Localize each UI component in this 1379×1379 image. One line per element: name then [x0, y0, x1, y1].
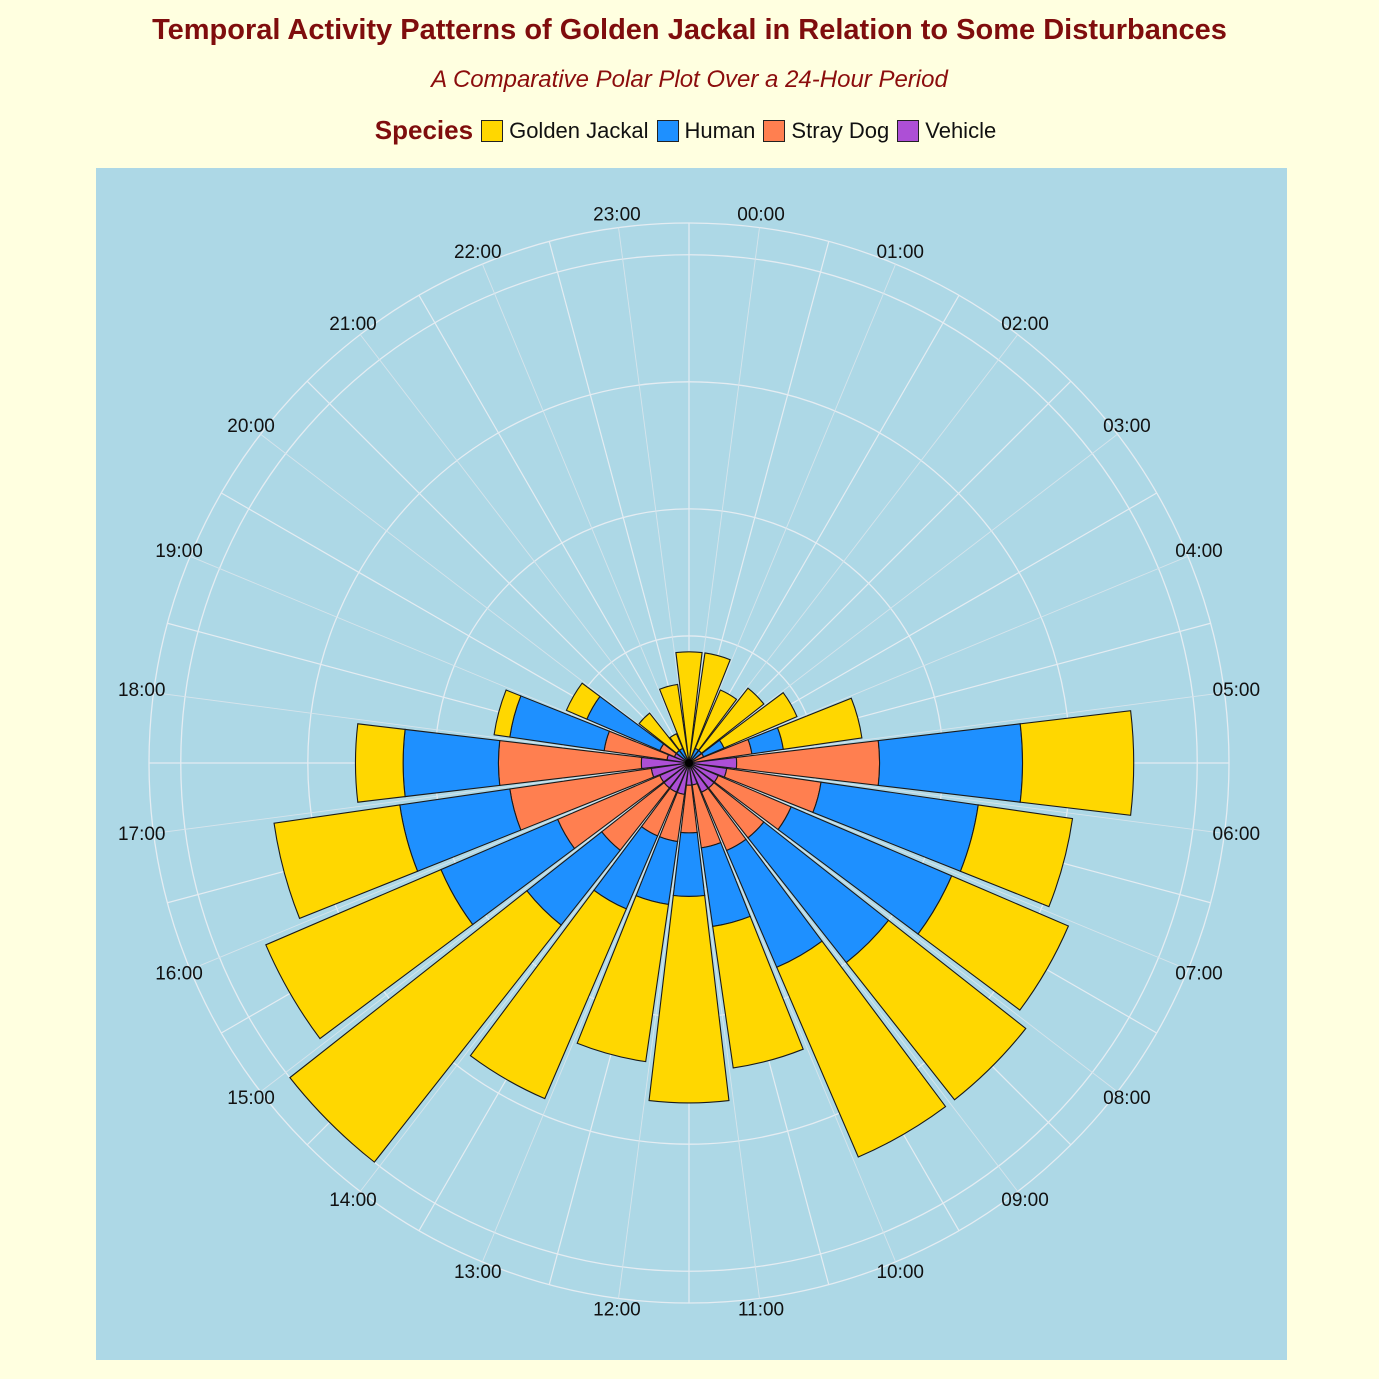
bar-golden-jackal-0900 [845, 919, 1027, 1101]
legend-swatch-stray-dog [763, 119, 786, 142]
legend-item-human: Human [656, 117, 756, 144]
hour-label: 15:00 [227, 1088, 275, 1109]
hour-label: 21:00 [329, 314, 377, 335]
bar-human-1800 [402, 728, 501, 798]
hour-label: 09:00 [1001, 1190, 1049, 1211]
grid-spoke-minor [688, 334, 1019, 764]
hour-label: 18:00 [118, 680, 166, 701]
grid-spoke-minor [481, 762, 690, 1263]
hour-label: 07:00 [1175, 963, 1223, 984]
bar-golden-jackal-1800 [354, 723, 406, 803]
grid-spoke-minor [153, 762, 690, 834]
hour-label: 03:00 [1103, 416, 1151, 437]
grid-spoke-minor [481, 263, 690, 764]
hour-label: 06:00 [1213, 824, 1261, 845]
bar-golden-jackal-0700 [959, 804, 1074, 908]
bar-golden-jackal-2000 [565, 682, 601, 720]
bar-golden-jackal-1400 [469, 889, 628, 1100]
hour-label: 04:00 [1175, 541, 1223, 562]
grid-spoke-minor [688, 263, 897, 764]
legend-label-human: Human [684, 117, 756, 143]
grid-spoke-minor [688, 762, 1118, 1093]
hour-label: 23:00 [593, 205, 641, 226]
legend-label-stray-dog: Stray Dog [791, 117, 890, 143]
bar-golden-jackal-0100 [688, 652, 731, 764]
grid-spoke-minor [688, 762, 1225, 834]
legend-title: Species [374, 115, 474, 145]
grid-spoke-minor [260, 762, 690, 1093]
grid-spoke-minor [153, 692, 690, 764]
bar-golden-jackal-0500 [776, 697, 863, 750]
hour-label: 02:00 [1001, 314, 1049, 335]
legend-swatch-vehicle [897, 119, 920, 142]
bar-golden-jackal-2300 [658, 683, 690, 764]
grid-spoke-minor [688, 227, 760, 764]
chart-subtitle: A Comparative Polar Plot Over a 24-Hour … [431, 66, 948, 93]
legend: Species Golden Jackal Human Stray Dog Ve… [0, 115, 1379, 146]
grid-spoke [306, 380, 690, 764]
legend-swatch-human [656, 119, 679, 142]
grid-spoke [418, 295, 690, 764]
grid-spoke [548, 241, 690, 764]
bars [265, 651, 1135, 1163]
bar-golden-jackal-1500 [289, 890, 562, 1163]
hour-label: 16:00 [155, 963, 203, 984]
bar-golden-jackal-1100 [712, 915, 804, 1069]
bar-golden-jackal-1300 [576, 895, 670, 1063]
hour-label: 20:00 [227, 416, 275, 437]
hour-label: 19:00 [155, 541, 203, 562]
bar-golden-jackal-0600 [1019, 710, 1135, 816]
legend-swatch-golden-jackal [481, 119, 504, 142]
grid-spoke-minor [688, 692, 1225, 764]
hour-label: 22:00 [454, 242, 502, 263]
legend-label-vehicle: Vehicle [925, 117, 997, 143]
hour-label: 14:00 [329, 1190, 377, 1211]
bar-golden-jackal-0800 [917, 875, 1070, 1011]
grid-spoke-minor [260, 433, 690, 764]
hour-label: 17:00 [118, 824, 166, 845]
bar-golden-jackal-0400 [718, 691, 798, 749]
grid-spoke-minor [688, 762, 1019, 1192]
hour-label: 12:00 [593, 1299, 641, 1320]
chart-title: Temporal Activity Patterns of Golden Jac… [152, 14, 1227, 46]
bar-golden-jackal-1900 [493, 689, 522, 738]
grid-spoke-minor [359, 762, 690, 1192]
grid-spoke-minor [688, 762, 1189, 971]
grid-spoke [688, 295, 960, 764]
bar-golden-jackal-1600 [265, 868, 474, 1040]
hour-label: 00:00 [737, 205, 785, 226]
grid-spoke-minor [688, 762, 760, 1299]
grid-spoke-minor [618, 227, 690, 764]
hour-label: 10:00 [876, 1262, 924, 1283]
grid-spoke-minor [359, 334, 690, 764]
legend-item-golden-jackal: Golden Jackal [481, 117, 649, 144]
hour-label: 08:00 [1103, 1088, 1151, 1109]
grid-spoke-minor [189, 762, 690, 971]
hour-label: 05:00 [1213, 680, 1261, 701]
legend-item-stray-dog: Stray Dog [763, 118, 889, 144]
grid-spoke-minor [688, 762, 897, 1263]
bar-golden-jackal-1700 [273, 804, 419, 920]
hour-label: 13:00 [454, 1262, 502, 1283]
grid-spoke-minor [618, 762, 690, 1299]
center-point [685, 759, 693, 767]
bar-golden-jackal-0000 [675, 651, 703, 764]
hour-label: 11:00 [738, 1299, 784, 1320]
grid-spoke-minor [688, 555, 1189, 764]
hour-label: 01:00 [876, 242, 924, 263]
legend-label-golden-jackal: Golden Jackal [509, 117, 649, 143]
bar-golden-jackal-1000 [776, 940, 947, 1158]
bar-golden-jackal-1200 [648, 894, 730, 1104]
legend-item-vehicle: Vehicle [897, 118, 996, 144]
hour-labels: 00:00 01:00 02:00 03:00 04:00 05:00 06:00 07:00… [118, 205, 1260, 1321]
grid-spoke-minor [688, 433, 1118, 764]
grid-spoke-minor [189, 555, 690, 764]
